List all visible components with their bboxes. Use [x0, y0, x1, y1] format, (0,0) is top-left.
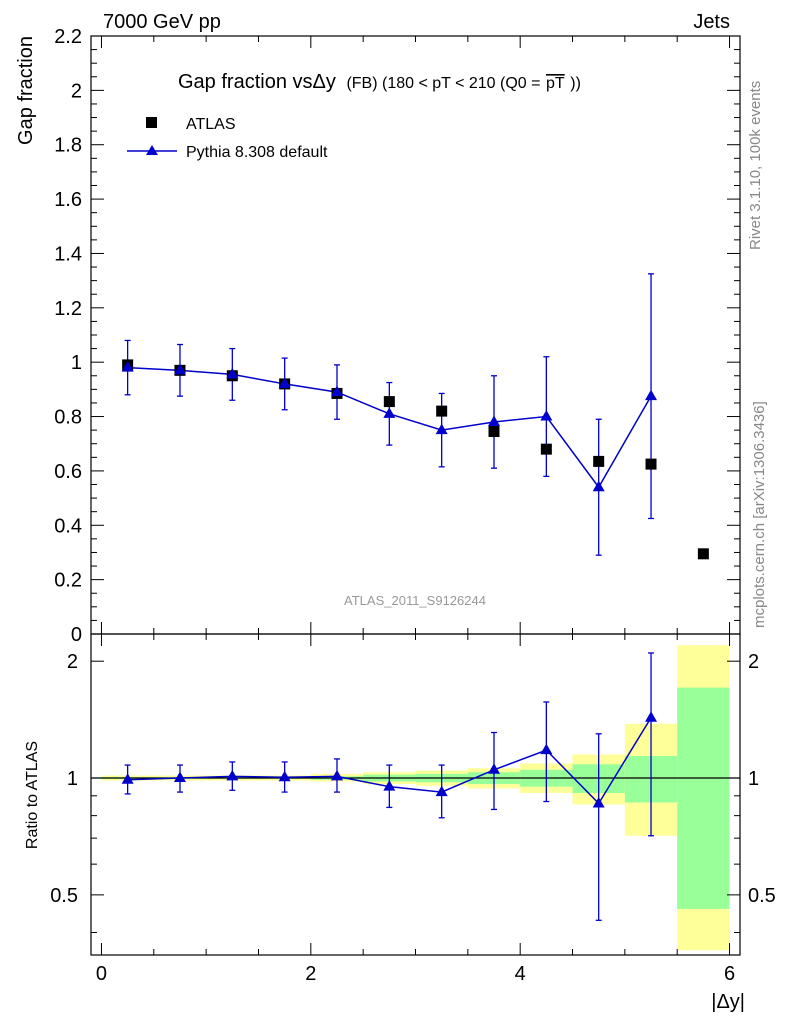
main-y-tick-label: 1 — [71, 352, 82, 374]
ratio-pythia-point — [645, 711, 658, 722]
ratio-band-inner — [677, 687, 730, 909]
atlas-point — [697, 548, 709, 560]
chart-title: Gap fraction vsΔy (FB) (180 < pT < 210 (… — [178, 71, 581, 93]
ratio-y-tick-label-left: 0.5 — [50, 885, 78, 907]
plot-content: 0 2 4 6 0 0.2 0.4 0.6 0.8 1 1.2 1.4 1.6 1.8 2 2.2 0.5 0.5… — [50, 26, 776, 985]
main-y-tick-label: 0.8 — [54, 407, 82, 429]
pythia-point — [278, 377, 291, 388]
pythia-point — [383, 407, 396, 418]
ratio-pythia-point — [435, 785, 448, 797]
atlas-point — [540, 443, 552, 455]
header-right: Jets — [693, 11, 730, 33]
pythia-point — [592, 480, 605, 492]
ratio-pythia-point — [488, 763, 501, 774]
main-y-tick-label: 1.6 — [54, 189, 82, 211]
ratio-pythia-point — [540, 743, 553, 755]
ratio-pythia-point — [383, 780, 396, 791]
x-tick-label: 6 — [724, 963, 735, 985]
ratio-pythia-point — [121, 773, 134, 784]
pythia-point — [540, 410, 553, 421]
xlabel: |Δy| — [711, 991, 745, 1013]
main-y-tick-label: 0 — [71, 624, 82, 646]
x-tick-label: 0 — [96, 963, 107, 985]
main-ylabel: Gap fraction — [15, 36, 37, 145]
legend-pythia-label: Pythia 8.308 default — [186, 144, 328, 161]
ratio-y-tick-label-left: 1 — [67, 768, 78, 790]
legend-atlas-marker — [146, 117, 157, 128]
main-y-tick-label: 0.6 — [54, 461, 82, 483]
pythia-point — [121, 361, 134, 372]
ratio-pythia-point — [330, 769, 343, 781]
main-y-tick-label: 0.2 — [54, 570, 82, 592]
atlas-point — [383, 396, 395, 408]
legend: ATLAS Pythia 8.308 default — [127, 116, 328, 161]
title-close: )) — [570, 75, 581, 92]
main-y-tick-label: 2 — [71, 80, 82, 102]
main-y-tick-label: 1.8 — [54, 135, 82, 157]
pythia-point — [226, 367, 239, 379]
ratio-y-tick-label-left: 2 — [67, 651, 78, 673]
atlas-point — [593, 455, 605, 467]
pythia-point — [330, 385, 343, 397]
ratio-y-tick-label-right: 1 — [748, 768, 759, 790]
x-tick-label: 2 — [305, 963, 316, 985]
ratio-ylabel: Ratio to ATLAS — [24, 741, 41, 849]
title-small: (FB) (180 < pT < 210 (Q0 = — [346, 75, 540, 92]
title-overlined: pT — [546, 75, 565, 92]
main-y-tick-label: 2.2 — [54, 26, 82, 48]
pythia-point — [435, 423, 448, 435]
atlas-point — [645, 458, 657, 470]
header-left: 7000 GeV pp — [103, 11, 221, 33]
atlas-point — [436, 405, 448, 417]
ratio-y-tick-label-right: 0.5 — [748, 885, 776, 907]
x-tick-label: 4 — [515, 963, 526, 985]
ratio-pythia-point — [173, 771, 186, 783]
atlas-point — [488, 425, 500, 437]
watermark: ATLAS_2011_S9126244 — [344, 593, 486, 608]
ratio-plot-area — [101, 645, 730, 951]
legend-atlas-label: ATLAS — [186, 116, 236, 133]
pythia-point — [173, 363, 186, 375]
pythia-point — [645, 389, 658, 401]
ratio-pythia-point — [226, 769, 239, 781]
main-y-tick-label: 1.2 — [54, 298, 82, 320]
main-y-tick-label: 0.4 — [54, 515, 82, 537]
mcplots-label: mcplots.cern.ch [arXiv:1306.3436] — [751, 401, 768, 628]
main-y-tick-label: 1.4 — [54, 243, 82, 265]
ratio-y-tick-label-right: 2 — [748, 651, 759, 673]
ratio-pythia-point — [278, 770, 291, 782]
title-main: Gap fraction vsΔy — [178, 71, 336, 93]
legend-pythia-marker — [146, 145, 158, 155]
rivet-label: Rivet 3.1.10, 100k events — [747, 81, 764, 250]
pythia-point — [488, 415, 501, 426]
ratio-pythia-point — [592, 796, 605, 808]
